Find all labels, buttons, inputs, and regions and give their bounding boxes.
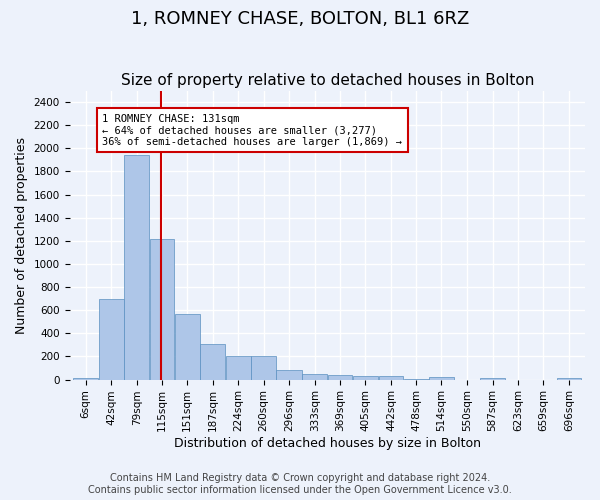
Bar (328, 375, 352, 380)
Y-axis label: Number of detached properties: Number of detached properties (15, 136, 28, 334)
Title: Size of property relative to detached houses in Bolton: Size of property relative to detached ho… (121, 73, 534, 88)
Text: 1, ROMNEY CHASE, BOLTON, BL1 6RZ: 1, ROMNEY CHASE, BOLTON, BL1 6RZ (131, 10, 469, 28)
Bar (404, 379, 428, 380)
Bar (429, 376, 454, 380)
Bar (73, 378, 98, 380)
Bar (175, 314, 200, 380)
Bar (98, 298, 124, 380)
Bar (149, 238, 175, 380)
Bar (277, 370, 302, 380)
Text: 1 ROMNEY CHASE: 131sqm
← 64% of detached houses are smaller (3,277)
36% of semi-: 1 ROMNEY CHASE: 131sqm ← 64% of detached… (103, 114, 403, 147)
Bar (302, 374, 327, 380)
Bar (200, 344, 226, 380)
Bar (480, 378, 505, 380)
Bar (251, 356, 276, 380)
Bar (226, 356, 251, 380)
Bar (557, 378, 581, 380)
Bar (379, 376, 403, 380)
Bar (124, 156, 149, 380)
X-axis label: Distribution of detached houses by size in Bolton: Distribution of detached houses by size … (174, 437, 481, 450)
Text: Contains HM Land Registry data © Crown copyright and database right 2024.
Contai: Contains HM Land Registry data © Crown c… (88, 474, 512, 495)
Bar (353, 376, 378, 380)
